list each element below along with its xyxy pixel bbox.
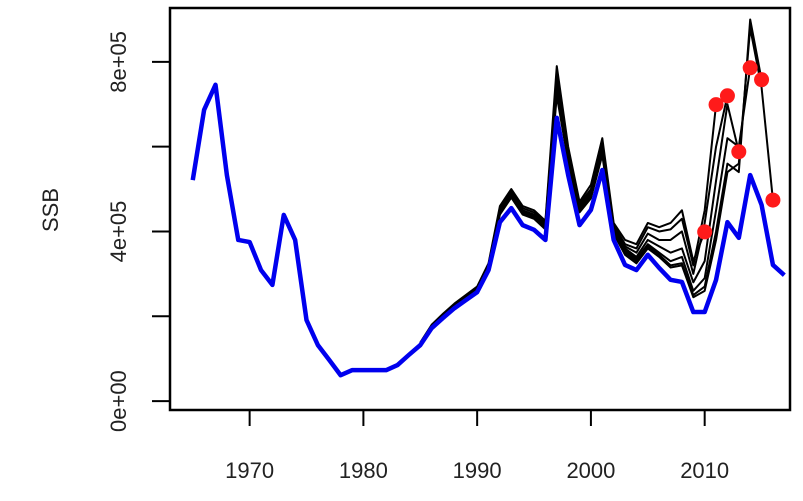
- terminal-point: [719, 88, 735, 104]
- y-axis-label: SSB: [38, 188, 63, 232]
- y-tick-label: 0e+00: [106, 370, 131, 432]
- final-line: [190, 82, 786, 378]
- x-tick-label: 2010: [680, 458, 729, 483]
- y-tick-label: 4e+05: [106, 201, 131, 263]
- terminal-point: [754, 72, 770, 88]
- terminal-point: [731, 144, 747, 160]
- terminal-point: [708, 97, 724, 113]
- x-tick-label: 1980: [339, 458, 388, 483]
- x-tick-label: 1970: [225, 458, 274, 483]
- terminal-point: [742, 60, 758, 76]
- plot-frame: [168, 6, 792, 412]
- terminal-point: [697, 224, 713, 240]
- x-tick-label: 1990: [453, 458, 502, 483]
- y-tick-label: 8e+05: [106, 31, 131, 93]
- x-tick-label: 2000: [566, 458, 615, 483]
- terminal-point: [765, 192, 781, 208]
